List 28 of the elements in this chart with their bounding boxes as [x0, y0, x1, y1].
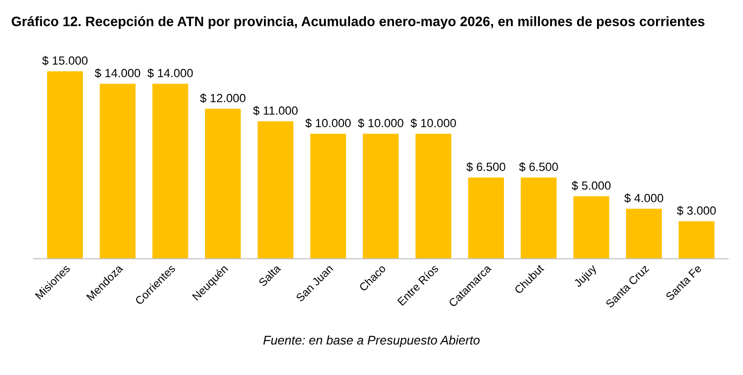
bar [362, 134, 399, 259]
data-label: $ 10.000 [358, 118, 404, 128]
bar [310, 134, 346, 259]
data-label: $ 14.000 [147, 68, 193, 78]
bar [626, 208, 662, 259]
data-label: $ 6.500 [519, 162, 558, 172]
bar [100, 84, 136, 259]
bar [573, 196, 610, 259]
data-label: $ 10.000 [305, 118, 351, 128]
bar [258, 121, 294, 259]
bar [468, 178, 504, 259]
data-label: $ 15.000 [42, 56, 88, 66]
bar [205, 108, 241, 259]
data-label: $ 10.000 [410, 118, 456, 128]
data-label: $ 14.000 [94, 68, 140, 78]
data-label: $ 5.000 [572, 180, 611, 190]
data-label: $ 3.000 [676, 206, 716, 216]
bar [678, 221, 714, 259]
data-label: $ 6.500 [466, 162, 506, 172]
bar [152, 84, 188, 259]
source-note: Fuente: en base a Presupuesto Abierto [263, 335, 480, 348]
bar [520, 178, 557, 259]
data-label: $ 4.000 [624, 193, 664, 203]
data-label: $ 11.000 [253, 106, 298, 116]
bar [47, 71, 83, 259]
chart-title: Gráfico 12. Recepción de ATN por provincia, Acumulado enero-mayo 2026, en millones de pesos corrientes [12, 16, 704, 29]
bar [416, 134, 452, 259]
data-label: $ 12.000 [200, 93, 246, 103]
